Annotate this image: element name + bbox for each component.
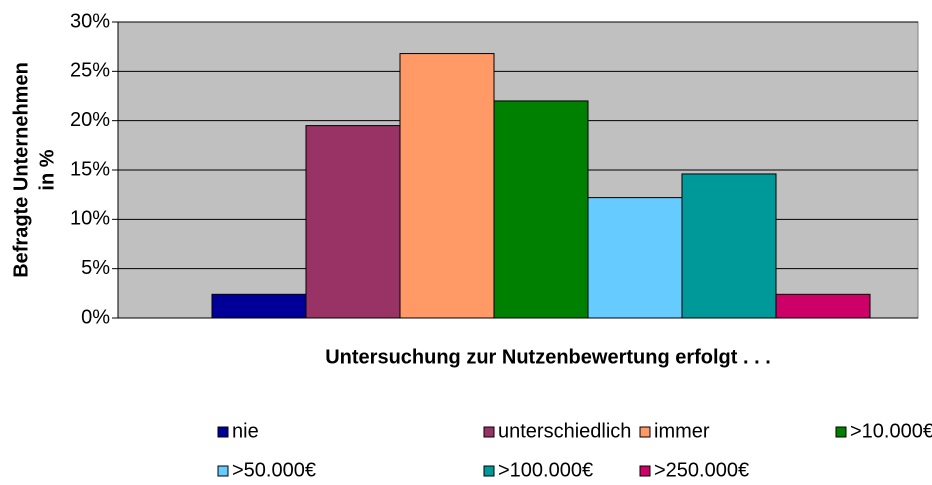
bar [587,197,683,319]
bar [211,293,307,319]
y-tick-label: 15% [70,158,110,180]
legend-swatch [483,465,495,477]
legend-swatch [217,426,229,438]
bar [399,53,495,319]
y-tick-label: 0% [81,306,110,328]
legend-swatch [639,465,651,477]
legend-swatch [217,465,229,477]
x-axis-label: Untersuchung zur Nutzenbewertung erfolgt… [325,346,771,368]
bar [493,100,589,319]
y-tick-label: 5% [81,257,110,279]
legend-label: >10.000€ [850,420,932,442]
y-axis-label: Befragte Unternehmen [10,62,32,278]
legend-label: unterschiedlich [498,420,631,442]
bar [681,173,777,319]
bar [305,125,401,319]
legend-label: >100.000€ [498,459,593,481]
y-tick-label: 30% [70,10,110,32]
legend-swatch [639,426,651,438]
y-axis-label: in % [36,149,58,190]
legend-swatch [483,426,495,438]
y-tick-label: 20% [70,109,110,131]
legend-label: nie [232,420,259,442]
y-tick-label: 10% [70,208,110,230]
legend-label: immer [654,420,710,442]
y-tick-label: 25% [70,60,110,82]
legend-swatch [835,426,847,438]
legend-label: >250.000€ [654,459,749,481]
legend-label: >50.000€ [232,459,316,481]
bar [775,293,871,319]
